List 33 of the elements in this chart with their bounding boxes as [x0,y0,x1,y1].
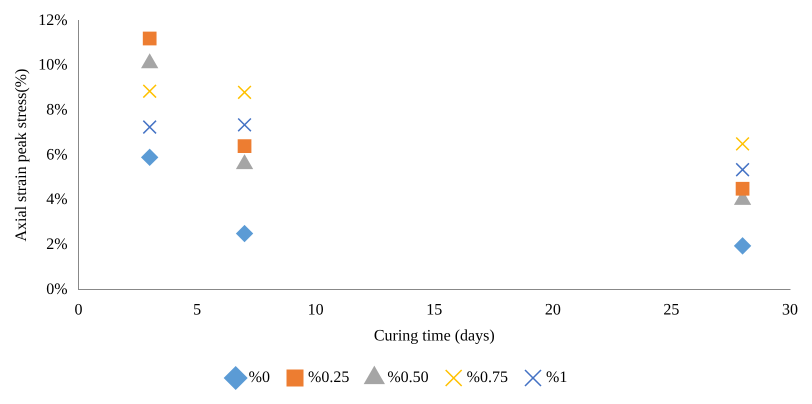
legend-label: %0.50 [387,369,429,386]
x-tick-label: 0 [74,301,83,318]
y-axis-title: Axial strain peak stress(%) [12,68,30,242]
x-axis-title: Curing time (days) [374,328,495,345]
point [238,139,252,153]
point [141,148,158,166]
point [735,136,750,152]
y-tick-label: 8% [46,101,68,118]
y-tick-label: 2% [46,236,68,253]
point [237,118,252,132]
y-tick-label: 10% [38,56,68,74]
y-tick-label: 4% [46,191,68,208]
point [736,182,750,196]
point [142,84,157,98]
x-tick-label: 25 [663,301,680,318]
point [237,85,252,100]
point [236,225,254,242]
y-tick-label: 6% [46,146,68,164]
point [735,162,750,177]
y-tick-label: 0% [46,280,68,298]
point [142,120,157,134]
legend-label: %0.25 [308,369,350,386]
x-tick-label: 30 [782,301,798,318]
x-tick-label: 15 [426,301,442,318]
x-tick-label: 5 [193,301,202,318]
point [142,32,157,46]
legend-label: %0 [248,369,270,386]
x-tick-label: 20 [544,301,561,318]
point [734,237,752,254]
y-tick-label: 12% [38,12,68,29]
x-tick-label: 10 [308,301,324,318]
legend-label: %0.75 [466,369,508,386]
legend-label: %1 [546,369,568,386]
